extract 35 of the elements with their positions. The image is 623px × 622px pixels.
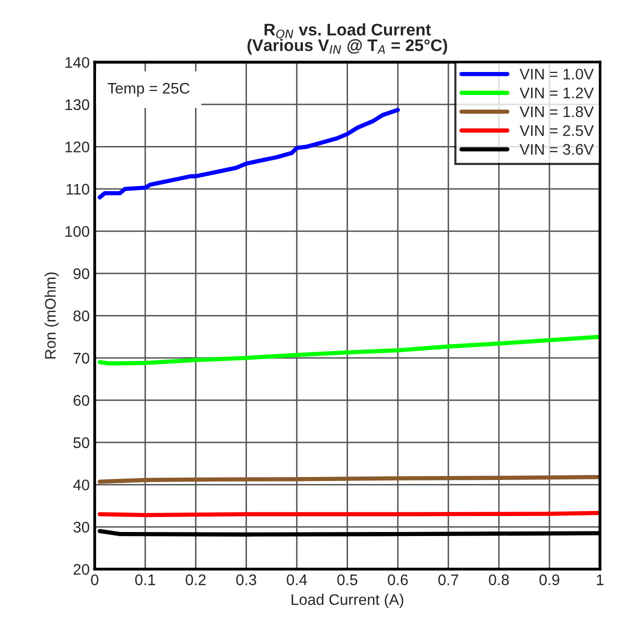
legend-label: VIN = 1.0V (520, 68, 594, 80)
x-tick-label: 0.3 (236, 574, 256, 586)
y-tick-label: 80 (74, 310, 90, 322)
y-tick-label: 20 (74, 564, 90, 575)
line-series (98, 108, 400, 200)
y-tick-label: 30 (73, 522, 90, 533)
x-axis-title: Load Current (A) (292, 594, 404, 608)
y-tick-label: 40 (73, 480, 90, 490)
chart-title: R$_{ON}$ vs. Load Current (Various V$_{IN}$ @ T$_{A}$ = 25°C) (247, 23, 448, 54)
x-tick-label: 0.8 (488, 574, 509, 586)
x-tick-label: 0 (91, 574, 98, 586)
x-tick-label: 0.4 (286, 574, 307, 586)
y-tick-label: 130 (66, 99, 90, 110)
line-series (98, 334, 600, 366)
legend-label: VIN = 1.8V (520, 106, 594, 118)
y-tick-label: 110 (66, 184, 90, 195)
x-tick-label: 1 (596, 574, 604, 586)
y-tick-label: 100 (66, 226, 90, 237)
x-tick-label: 0.5 (337, 574, 358, 586)
legend-label: VIN = 1.2V (520, 88, 594, 98)
x-tick-label: 0.2 (186, 574, 206, 586)
y-tick-label: 90 (74, 268, 90, 280)
y-tick-label: 50 (73, 437, 90, 448)
annotation: Temp = 25C (108, 82, 190, 97)
x-tick-label: 0.1 (135, 574, 156, 586)
y-tick-label: 120 (66, 142, 90, 152)
legend-label: VIN = 3.6V (520, 144, 594, 155)
y-tick-label: 140 (66, 57, 90, 68)
y-tick-label: 60 (74, 395, 90, 406)
x-tick-label: 0.6 (388, 574, 408, 586)
x-tick-label: 0.9 (539, 574, 560, 586)
y-tick-label: 70 (74, 352, 90, 364)
y-axis-title: Ron (mOhm) (44, 272, 59, 359)
x-tick-label: 0.7 (438, 574, 458, 586)
legend-label: VIN = 2.5V (520, 125, 594, 136)
